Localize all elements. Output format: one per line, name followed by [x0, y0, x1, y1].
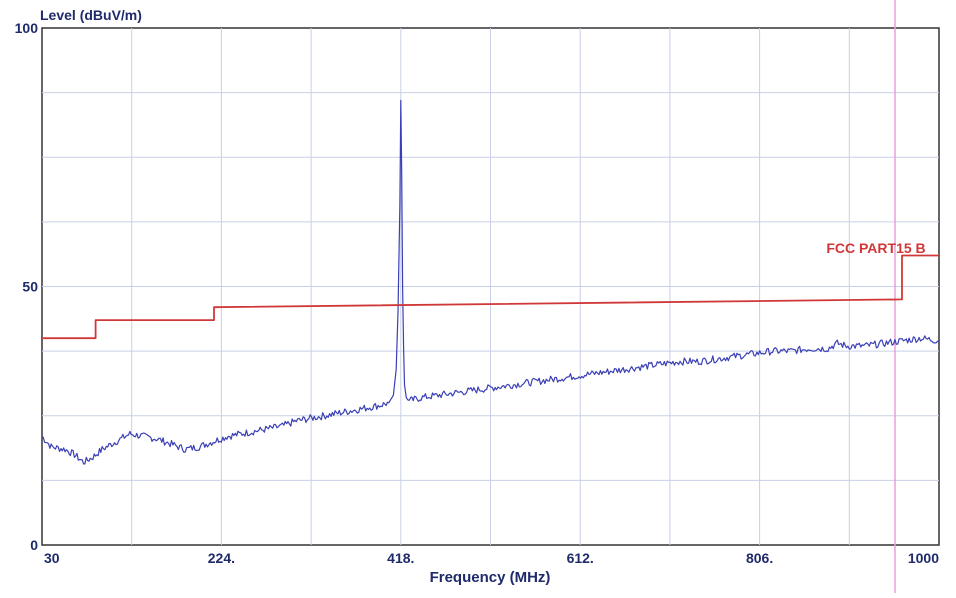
series-line-limit: [42, 254, 939, 340]
x-tick-label: 224.: [208, 550, 235, 566]
y-tick-label: 100: [15, 20, 39, 36]
x-tick-label: 1000: [908, 550, 939, 566]
x-axis-label: Frequency (MHz): [430, 569, 551, 586]
x-tick-label: 418.: [387, 550, 414, 566]
tick-labels: 30 224. 418. 612. 806. 1000 0 50 100: [15, 20, 940, 566]
series-layer: [41, 99, 940, 465]
y-axis-label: Level (dBuV/m): [40, 7, 142, 23]
grid: [42, 28, 939, 545]
x-tick-label: 30: [44, 550, 60, 566]
x-tick-label: 806.: [746, 550, 773, 566]
series-line-emission: [41, 99, 940, 465]
y-tick-label: 0: [30, 537, 38, 553]
y-tick-label: 50: [22, 279, 38, 295]
limit-line-label: FCC PART15 B: [826, 240, 925, 256]
x-tick-label: 612.: [567, 550, 594, 566]
